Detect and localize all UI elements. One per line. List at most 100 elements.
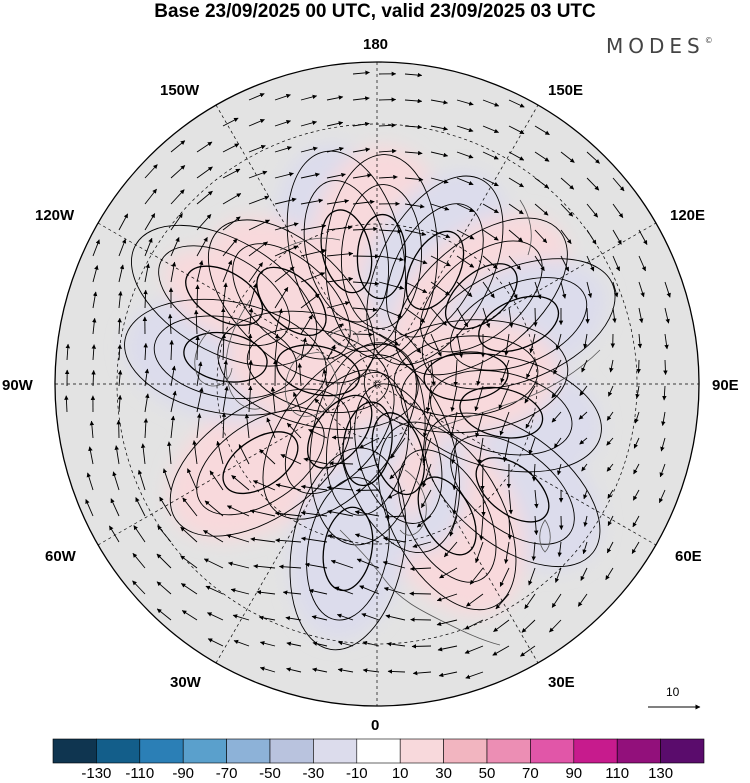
wind-vector-arrow <box>157 525 172 543</box>
wind-vector-arrow <box>275 483 302 491</box>
wind-vector-arrow <box>456 333 464 358</box>
wind-vector-arrow <box>274 286 289 309</box>
wind-vector-arrow <box>222 143 240 153</box>
wind-vector-arrow <box>361 613 380 621</box>
wind-vector-arrow <box>638 255 646 272</box>
wind-vector-arrow <box>352 96 370 101</box>
longitude-label-150e: 150E <box>548 82 584 99</box>
wind-vector-arrow <box>180 526 198 543</box>
longitude-label-90w: 90W <box>2 377 33 394</box>
wind-vector-arrow <box>534 281 542 300</box>
wind-vector-arrow <box>362 640 380 647</box>
coastline-europe <box>339 529 501 646</box>
wind-vector-arrow <box>632 489 640 501</box>
wind-vector-arrow <box>637 333 643 349</box>
wind-vector-arrow <box>504 333 510 356</box>
meridian-150e-30w <box>215 104 539 664</box>
wind-vector-arrow <box>404 229 427 237</box>
wind-vector-arrow <box>482 151 499 160</box>
wind-vector-arrow <box>482 177 499 187</box>
wind-vector-arrow <box>244 413 250 439</box>
wind-vector-arrow <box>144 393 150 413</box>
wind-vector-arrow <box>195 284 200 309</box>
wind-vector-arrow <box>352 147 371 153</box>
wind-vector-arrow <box>531 463 537 482</box>
wind-vectors <box>64 70 671 679</box>
wind-vector-arrow <box>508 307 514 328</box>
wind-vector-arrow <box>608 385 614 397</box>
contour-line <box>322 506 374 592</box>
wind-vector-arrow <box>423 411 432 438</box>
wind-vector-arrow <box>259 666 276 673</box>
longitude-label-180: 180 <box>363 36 389 53</box>
wind-vector-arrow <box>635 385 640 399</box>
wind-vector-arrow <box>85 499 94 517</box>
wind-vector-arrow <box>162 468 172 491</box>
wind-vector-arrow <box>534 203 549 216</box>
wind-vector-arrow <box>308 588 328 595</box>
wind-vector-arrow <box>352 70 370 76</box>
contour-line <box>366 175 504 366</box>
wind-vector-arrow <box>144 213 156 231</box>
wind-vector-arrow <box>118 213 129 231</box>
wind-vector-arrow <box>170 390 177 413</box>
wind-vector-arrow <box>92 239 100 257</box>
wind-vector-arrow <box>300 94 318 101</box>
contour-line <box>222 431 299 495</box>
map-boundary <box>54 61 700 707</box>
wind-vector-arrow <box>187 468 198 491</box>
wind-vector-arrow <box>117 394 123 413</box>
wind-vector-arrow <box>612 307 617 323</box>
wind-vector-arrow <box>91 344 97 361</box>
wind-vector-arrow <box>534 177 550 189</box>
wind-vector-arrow <box>232 614 250 621</box>
colorbar-label: -110 <box>125 765 155 782</box>
wind-vector-arrow <box>378 333 400 346</box>
colorbar-label: 90 <box>565 765 583 782</box>
wind-vector-arrow <box>233 639 250 647</box>
wind-vector-arrow <box>612 203 624 219</box>
wind-vector-arrow <box>560 255 570 272</box>
parallel-60n <box>216 223 538 545</box>
meridian-30e-150w <box>215 104 539 664</box>
wind-vector-arrow <box>308 429 328 439</box>
wind-vector-arrow <box>404 150 423 156</box>
wind-vector-arrow <box>378 281 405 290</box>
colorbar-label: 110 <box>605 765 630 782</box>
wind-vector-arrow <box>209 470 224 491</box>
wind-vector-arrow <box>508 229 523 242</box>
longitude-label-90e: 90E <box>712 377 739 394</box>
wind-vector-arrow <box>359 437 380 449</box>
wind-vector-arrow <box>144 263 150 283</box>
wind-vector-arrow <box>430 307 447 326</box>
wind-vector-arrow <box>612 255 620 272</box>
wind-vector-arrow <box>456 203 475 213</box>
wind-vector-arrow <box>502 437 510 463</box>
wind-vector-arrow <box>326 95 344 101</box>
wind-vector-arrow <box>326 276 354 283</box>
wind-vector-arrow <box>553 359 562 375</box>
longitude-label-60e: 60E <box>675 548 702 565</box>
wind-vector-arrow <box>581 359 588 373</box>
wind-vector-arrow <box>231 475 250 491</box>
contour-line <box>246 327 390 414</box>
wind-vector-arrow <box>508 151 525 161</box>
wind-vector-arrow <box>493 619 510 633</box>
wind-vector-arrow <box>248 195 270 205</box>
wind-vector-arrow <box>528 437 536 455</box>
wind-vector-arrow <box>196 236 208 257</box>
contour-line <box>354 383 443 524</box>
wind-vector-arrow <box>480 463 485 491</box>
wind-vector-arrow <box>228 561 250 569</box>
wind-vector-arrow <box>504 541 510 564</box>
wind-vector-arrow <box>479 515 484 541</box>
wind-vector-arrow <box>583 333 588 349</box>
coastline-canada <box>225 299 263 410</box>
wind-vector-arrow <box>526 359 536 379</box>
wind-vector-arrow <box>195 335 200 361</box>
wind-vector-arrow <box>531 541 536 561</box>
wind-vector-arrow <box>560 203 574 217</box>
wind-vector-arrow <box>216 440 224 465</box>
wind-vector-arrow <box>144 237 153 257</box>
wind-vector-arrow <box>297 363 303 387</box>
